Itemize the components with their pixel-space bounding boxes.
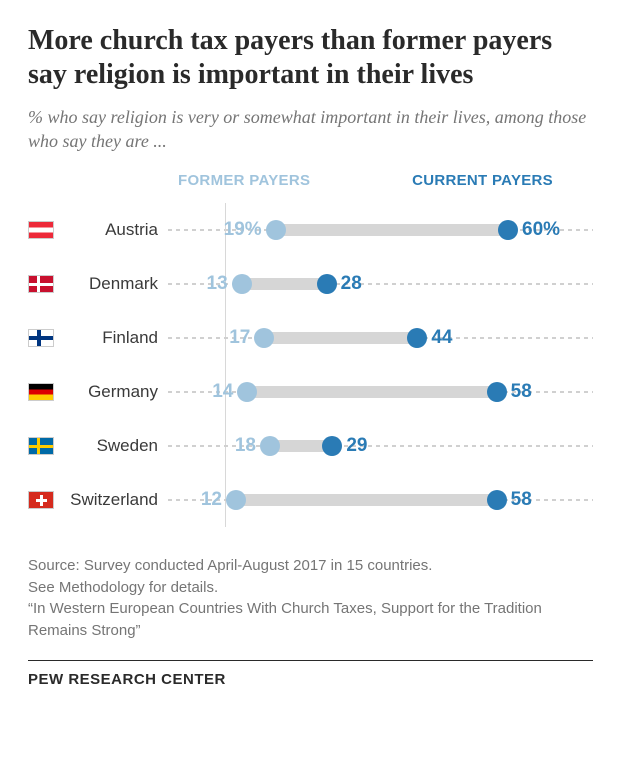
flag-cell (28, 383, 64, 401)
legend-former-label: FORMER PAYERS (178, 172, 310, 189)
chart-row: Germany 14 58 (28, 365, 593, 419)
connector (236, 494, 497, 506)
footer-methodology: See Methodology for details. (28, 577, 593, 599)
current-dot (498, 220, 518, 240)
flag-switzerland-icon (28, 491, 54, 509)
current-dot (317, 274, 337, 294)
current-value: 58 (511, 489, 532, 511)
attribution: PEW RESEARCH CENTER (28, 660, 593, 688)
country-label: Austria (64, 220, 168, 240)
current-dot (487, 490, 507, 510)
former-dot (237, 382, 257, 402)
flag-germany-icon (28, 383, 54, 401)
legend: FORMER PAYERS CURRENT PAYERS (28, 172, 593, 189)
country-label: Switzerland (64, 490, 168, 510)
current-dot (322, 436, 342, 456)
former-dot (260, 436, 280, 456)
former-value: 18 (235, 435, 256, 457)
legend-current-label: CURRENT PAYERS (412, 172, 593, 189)
current-value: 60% (522, 219, 560, 241)
chart-title: More church tax payers than former payer… (28, 24, 593, 91)
connector (242, 278, 327, 290)
connector (276, 224, 508, 236)
current-value: 58 (511, 381, 532, 403)
chart-row: Sweden1829 (28, 419, 593, 473)
flag-cell (28, 275, 64, 293)
country-label: Sweden (64, 436, 168, 456)
former-value: 19% (224, 219, 262, 241)
flag-finland-icon (28, 329, 54, 347)
plot-cell: 1744 (168, 311, 593, 365)
flag-cell (28, 437, 64, 455)
current-value: 28 (341, 273, 362, 295)
footer-notes: Source: Survey conducted April-August 20… (28, 555, 593, 642)
plot-cell: 14 58 (168, 365, 593, 419)
footer-source: Source: Survey conducted April-August 20… (28, 555, 593, 577)
current-dot (407, 328, 427, 348)
flag-austria-icon (28, 221, 54, 239)
plot-cell: 19% 60% (168, 203, 593, 257)
connector (247, 386, 496, 398)
chart-row: Switzerland 12 58 (28, 473, 593, 527)
chart-subtitle: % who say religion is very or somewhat i… (28, 105, 593, 154)
former-value: 14 (212, 381, 233, 403)
former-dot (226, 490, 246, 510)
current-value: 44 (431, 327, 452, 349)
former-dot (232, 274, 252, 294)
current-value: 29 (346, 435, 367, 457)
former-dot (254, 328, 274, 348)
plot-cell: 12 58 (168, 473, 593, 527)
flag-cell (28, 221, 64, 239)
country-label: Germany (64, 382, 168, 402)
plot-cell: 13 28 (168, 257, 593, 311)
chart-row: Austria 19% 60% (28, 203, 593, 257)
former-dot (266, 220, 286, 240)
connector (264, 332, 417, 344)
flag-cell (28, 491, 64, 509)
dot-plot: Austria19%60%Denmark1328Finland1744Germa… (28, 203, 593, 527)
plot-cell: 1829 (168, 419, 593, 473)
flag-denmark-icon (28, 275, 54, 293)
former-value: 13 (207, 273, 228, 295)
country-label: Denmark (64, 274, 168, 294)
flag-cell (28, 329, 64, 347)
former-value: 12 (201, 489, 222, 511)
current-dot (487, 382, 507, 402)
former-value: 17 (229, 327, 250, 349)
chart-row: Finland1744 (28, 311, 593, 365)
flag-sweden-icon (28, 437, 54, 455)
baseline (168, 445, 593, 447)
country-label: Finland (64, 328, 168, 348)
footer-report-title: “In Western European Countries With Chur… (28, 598, 593, 642)
chart-row: Denmark 13 28 (28, 257, 593, 311)
